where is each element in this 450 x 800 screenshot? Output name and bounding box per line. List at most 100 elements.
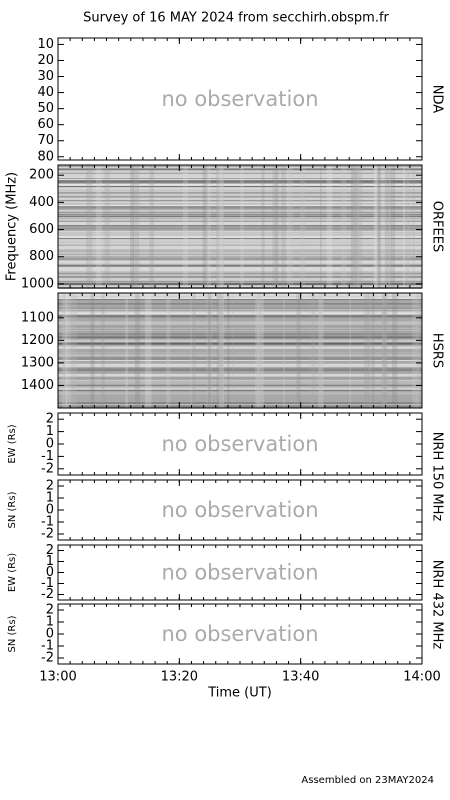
spectrogram-column	[298, 293, 301, 408]
spectrogram-column	[311, 293, 316, 408]
spectrogram-stripe	[58, 312, 422, 316]
spectrogram-stripe	[58, 357, 422, 360]
spectrogram-stripe	[58, 278, 422, 281]
spectrogram-stripe	[58, 234, 422, 236]
spectrogram-stripe	[58, 275, 422, 279]
spectrogram-column	[149, 165, 155, 288]
spectrogram-stripe	[58, 281, 422, 283]
spectrogram-column	[275, 165, 277, 288]
spectrogram-column	[261, 165, 265, 288]
spectrogram-stripe	[58, 210, 422, 214]
spectrogram-stripe	[58, 194, 422, 198]
spectrogram-stripe	[58, 295, 422, 298]
spectrogram-stripe	[58, 332, 422, 334]
spectrogram-column	[125, 293, 129, 408]
y-tick-label: 2	[46, 479, 54, 494]
spectrogram-column	[393, 165, 396, 288]
spectrogram-column	[202, 165, 208, 288]
y-tick-label: -2	[41, 587, 54, 602]
spectrogram-column	[192, 293, 196, 408]
spectrogram-column	[402, 165, 405, 288]
spectrogram-stripe	[58, 181, 422, 184]
spectrogram-stripe	[58, 203, 422, 207]
spectrogram-column	[296, 293, 299, 408]
y-axis-label: EW (Rs)	[7, 553, 18, 592]
spectrogram-stripe	[58, 168, 422, 170]
spectrogram-column	[379, 165, 387, 288]
y-tick-label: 1	[46, 554, 54, 569]
spectrogram-stripe	[58, 242, 422, 246]
spectrogram-stripe	[58, 183, 422, 186]
spectrogram-stripe	[58, 225, 422, 229]
spectrogram-column	[104, 165, 110, 288]
y-tick-label: -2	[41, 527, 54, 542]
spectrogram-stripe	[58, 189, 422, 192]
spectrogram-stripe	[58, 213, 422, 216]
spectrogram-stripe	[58, 185, 422, 188]
y-tick-label: 0	[46, 437, 54, 452]
spectrogram-column	[300, 165, 306, 288]
spectrogram-column	[350, 165, 358, 288]
y-tick-label: 400	[29, 195, 54, 210]
spectrogram-stripe	[58, 303, 422, 305]
spectrogram-stripe	[58, 364, 422, 368]
spectrogram-stripe	[58, 178, 422, 179]
spectrogram-stripe	[58, 315, 422, 318]
spectrogram-stripe	[58, 339, 422, 342]
spectrogram-stripe	[58, 203, 422, 205]
spectrogram-column	[374, 165, 378, 288]
no-observation: no observation	[161, 622, 318, 646]
spectrogram-stripe	[58, 379, 422, 382]
spectrogram-image	[58, 165, 422, 289]
spectrogram-column	[364, 293, 370, 408]
spectrogram-column	[240, 165, 244, 288]
y-tick-label: -1	[41, 449, 54, 464]
spectrogram-stripe	[58, 311, 422, 314]
spectrogram-column	[227, 293, 230, 408]
footer: Assembled on 23MAY2024	[301, 775, 434, 786]
spectrogram-stripe	[58, 377, 422, 380]
spectrogram-column	[326, 165, 333, 288]
spectrogram-stripe	[58, 265, 422, 267]
spectrogram-stripe	[58, 190, 422, 193]
x-axis-label: Time (UT)	[207, 686, 272, 701]
spectrogram-column	[283, 293, 286, 408]
spectrogram-stripe	[58, 178, 422, 180]
spectrogram-stripe	[58, 277, 422, 280]
spectrogram-stripe	[58, 389, 422, 391]
spectrogram-stripe	[58, 329, 422, 331]
spectrogram-stripe	[58, 216, 422, 220]
spectrogram-stripe	[58, 236, 422, 239]
spectrogram-stripe	[58, 387, 422, 391]
spectrogram-stripe	[58, 374, 422, 377]
spectrogram-stripe	[58, 297, 422, 300]
spectrogram-column	[317, 293, 323, 408]
spectrogram-column	[100, 165, 102, 288]
spectrogram-stripe	[58, 354, 422, 356]
spectrogram-column	[207, 293, 211, 408]
y-tick-label: 200	[29, 168, 54, 183]
spectrogram-column	[368, 293, 372, 408]
spectrogram-stripe	[58, 359, 422, 361]
y-tick-label: 0	[46, 627, 54, 642]
y-tick-label: 50	[37, 101, 54, 116]
spectrogram-stripe	[58, 392, 422, 394]
side-label: HSRS	[430, 333, 445, 368]
y-tick-label: 0	[46, 503, 54, 518]
y-tick-label: 1000	[21, 276, 54, 291]
chart-title: Survey of 16 MAY 2024 from secchirh.obsp…	[83, 11, 389, 26]
no-observation: no observation	[161, 432, 318, 456]
spectrogram-stripe	[58, 263, 422, 266]
spectrogram-stripe	[58, 376, 422, 378]
spectrogram-column	[384, 165, 388, 288]
spectrogram-column	[377, 165, 381, 288]
spectrogram-column	[391, 293, 398, 408]
side-label: NRH 432 MHz	[430, 560, 445, 650]
spectrogram-stripe	[58, 358, 422, 360]
spectrogram-stripe	[58, 333, 422, 335]
spectrogram-stripe	[58, 346, 422, 349]
spectrogram-column	[281, 165, 286, 288]
y-tick-label: 2	[46, 603, 54, 618]
spectrogram-stripe	[58, 324, 422, 328]
y-tick-label: 2	[46, 543, 54, 558]
